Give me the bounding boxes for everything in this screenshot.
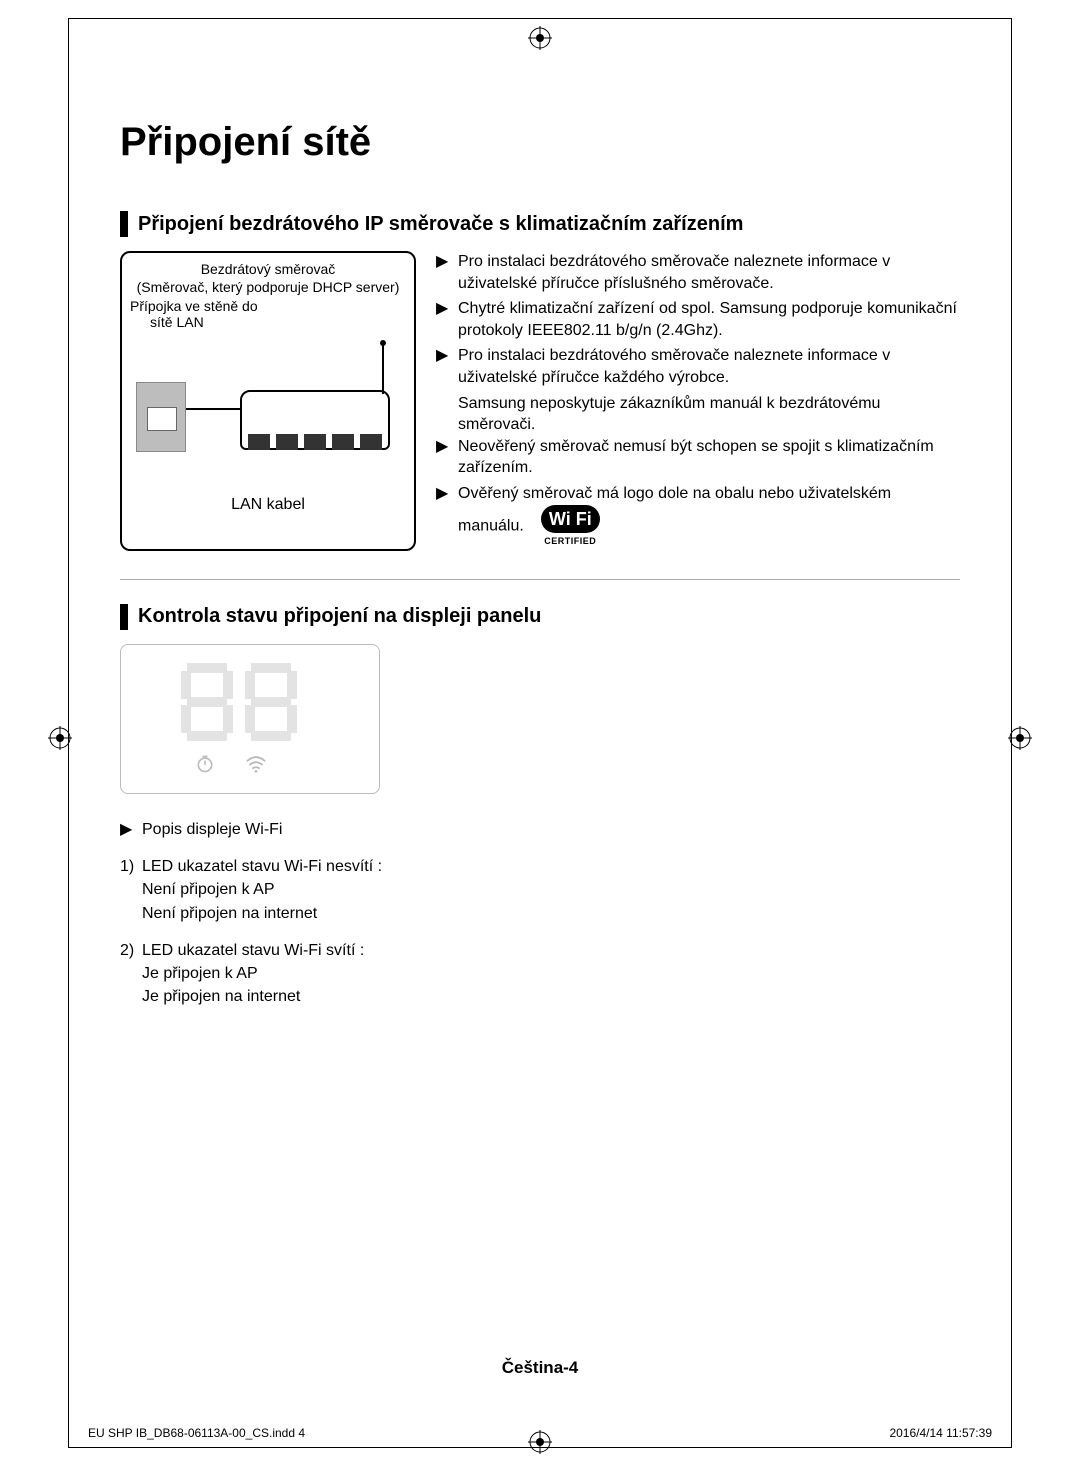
desc-label: Popis displeje Wi-Fi [142, 818, 282, 841]
bullet-arrow-icon: ▶ [436, 483, 450, 547]
heading-bar-icon [120, 604, 128, 630]
router-label: Bezdrátový směrovač (Směrovač, který pod… [130, 261, 406, 296]
list-item: 2)LED ukazatel stavu Wi-Fi svítí : Je př… [120, 939, 960, 1009]
bullet-text: Ověřený směrovač má logo dole na obalu n… [458, 483, 960, 547]
section2-heading-text: Kontrola stavu připojení na displeji pan… [138, 605, 541, 628]
seven-segment-icon [181, 663, 297, 741]
print-timestamp: 2016/4/14 11:57:39 [889, 1426, 992, 1440]
timer-icon [195, 754, 215, 779]
lan-cable-label: LAN kabel [130, 496, 406, 514]
bullet-arrow-icon: ▶ [436, 345, 450, 388]
bullet-text: Pro instalaci bezdrátového směrovače nal… [458, 251, 960, 294]
bullet-arrow-icon: ▶ [436, 298, 450, 341]
section2-heading: Kontrola stavu připojení na displeji pan… [120, 604, 960, 630]
wall-label: Přípojka ve stěně do sítě LAN [130, 298, 406, 330]
page-number: Čeština-4 [120, 1358, 960, 1378]
registration-mark-icon [528, 26, 552, 50]
heading-bar-icon [120, 211, 128, 237]
bullet-note: Samsung neposkytuje zákazníkům manuál k … [436, 393, 960, 436]
wifi-icon [245, 754, 267, 779]
bullet-arrow-icon: ▶ [120, 818, 134, 841]
bullet-text: Neověřený směrovač nemusí být schopen se… [458, 436, 960, 479]
section1-heading: Připojení bezdrátového IP směrovače s kl… [120, 211, 960, 237]
wall-port-icon [136, 382, 186, 452]
registration-mark-icon [1008, 726, 1032, 750]
bullet-arrow-icon: ▶ [436, 251, 450, 294]
section1-heading-text: Připojení bezdrátového IP směrovače s kl… [138, 213, 743, 236]
section-divider [120, 579, 960, 580]
section1-bullets: ▶Pro instalaci bezdrátového směrovače na… [436, 251, 960, 551]
display-panel-diagram [120, 644, 380, 794]
wifi-certified-logo-icon: Wi Fi CERTIFIED [534, 505, 606, 547]
router-ports-icon [248, 434, 382, 450]
bullet-text: Chytré klimatizační zařízení od spol. Sa… [458, 298, 960, 341]
bullet-arrow-icon: ▶ [436, 436, 450, 479]
page-title: Připojení sítě [120, 120, 960, 165]
router-diagram: Bezdrátový směrovač (Směrovač, který pod… [120, 251, 416, 551]
list-item: 1)LED ukazatel stavu Wi-Fi nesvítí : Nen… [120, 855, 960, 925]
indd-filename: EU SHP IB_DB68-06113A-00_CS.indd 4 [88, 1426, 305, 1440]
registration-mark-icon [48, 726, 72, 750]
antenna-icon [382, 344, 384, 394]
page-content: Připojení sítě Připojení bezdrátového IP… [120, 90, 960, 1406]
print-metadata: EU SHP IB_DB68-06113A-00_CS.indd 4 2016/… [88, 1426, 992, 1440]
section2-description: ▶ Popis displeje Wi-Fi 1)LED ukazatel sta… [120, 818, 960, 1008]
bullet-text: Pro instalaci bezdrátového směrovače nal… [458, 345, 960, 388]
